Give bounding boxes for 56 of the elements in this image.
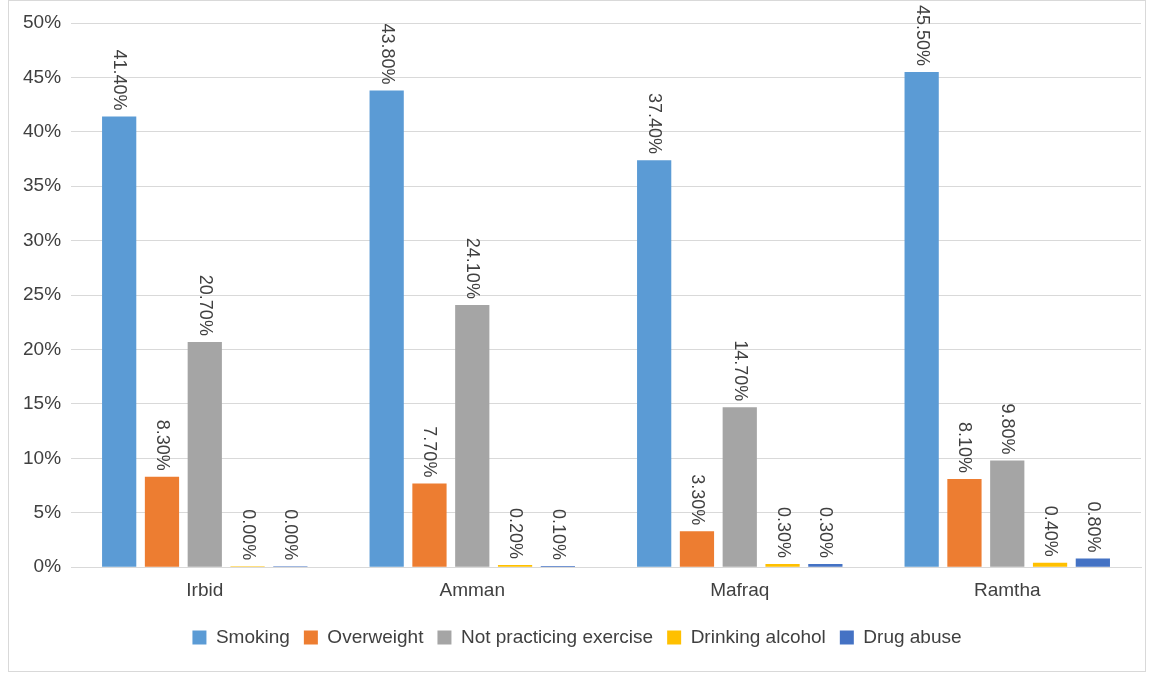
legend-label: Not practicing exercise: [460, 625, 654, 647]
bar: [455, 304, 490, 567]
y-tick-label: 5%: [33, 501, 62, 523]
data-label: 41.40%: [110, 49, 131, 111]
data-label: 14.70%: [730, 340, 751, 402]
y-tick-label: 10%: [23, 446, 62, 468]
data-label: 0.30%: [773, 506, 794, 558]
data-label: 20.70%: [195, 274, 216, 336]
bar: [144, 476, 180, 567]
y-tick-label: 25%: [23, 283, 62, 305]
y-tick-label: 0%: [33, 555, 62, 577]
bar: [369, 90, 404, 567]
bar: [722, 407, 757, 567]
y-tick-label: 50%: [23, 11, 62, 33]
bar: [1075, 558, 1110, 567]
y-tick-label: 30%: [23, 228, 62, 250]
data-label: 3.30%: [687, 474, 708, 526]
y-tick-label: 20%: [23, 337, 62, 359]
bar: [679, 531, 715, 567]
legend-label: Drinking alcohol: [690, 625, 826, 647]
bar: [412, 483, 447, 567]
x-tick-label: Amman: [439, 578, 505, 600]
data-label: 0.40%: [1041, 505, 1062, 557]
data-label: 0.10%: [548, 509, 569, 561]
data-label: 37.40%: [645, 93, 666, 155]
x-tick-label: Irbid: [186, 578, 224, 600]
y-tick-label: 40%: [23, 120, 62, 142]
data-label: 8.10%: [955, 421, 976, 474]
x-tick-label: Mafraq: [710, 578, 770, 600]
data-label: 0.00%: [238, 509, 259, 561]
data-label: 8.30%: [153, 419, 174, 471]
data-label: 7.70%: [420, 426, 441, 478]
data-label: 0.00%: [281, 509, 302, 561]
y-tick-label: 45%: [23, 65, 62, 87]
data-label: 0.30%: [816, 506, 837, 558]
bar: [904, 71, 939, 567]
bar: [637, 160, 672, 567]
legend-label: Smoking: [215, 625, 290, 647]
bar: [187, 341, 222, 567]
y-tick-label: 35%: [23, 174, 62, 196]
bar: [765, 563, 800, 567]
y-tick-label: 15%: [23, 392, 62, 414]
x-tick-label: Ramtha: [973, 578, 1041, 600]
data-label: 45.50%: [912, 4, 933, 66]
bar: [990, 460, 1025, 567]
data-label: 0.80%: [1083, 501, 1104, 553]
bar: [102, 116, 137, 567]
data-label: 43.80%: [377, 23, 398, 85]
bar: [947, 479, 982, 567]
bar: [1032, 562, 1068, 567]
data-label: 9.80%: [998, 403, 1019, 455]
bar: [808, 563, 843, 567]
data-label: 0.20%: [506, 507, 527, 560]
legend-label: Drug abuse: [863, 625, 962, 647]
data-label: 24.10%: [463, 237, 484, 299]
legend-label: Overweight: [327, 625, 425, 647]
